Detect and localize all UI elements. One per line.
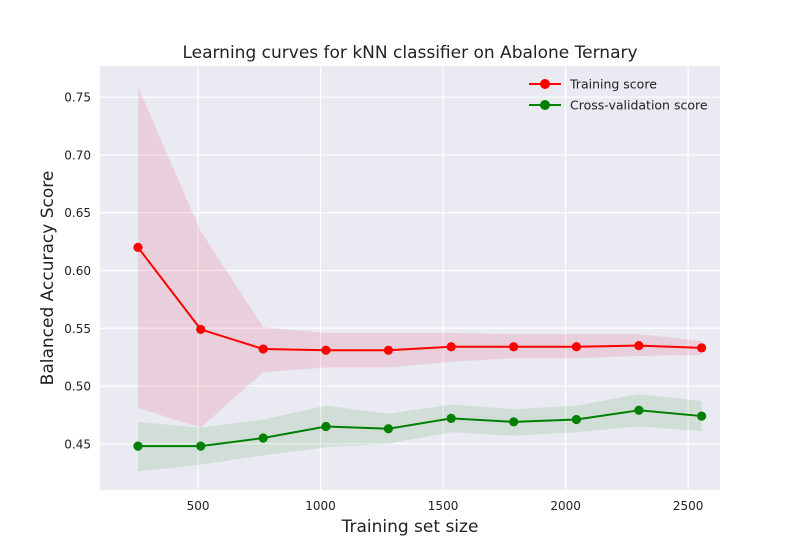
legend-marker-training xyxy=(540,79,550,89)
data-point-cross-validation xyxy=(321,421,331,432)
x-tick-label: 500 xyxy=(187,499,210,513)
data-point-training xyxy=(133,242,143,252)
data-point-training xyxy=(446,342,456,352)
x-axis-label: Training set size xyxy=(341,517,479,537)
series-points xyxy=(133,242,707,451)
data-point-training xyxy=(258,344,268,354)
data-point-training xyxy=(383,345,394,355)
confidence-bands xyxy=(137,86,702,472)
data-point-training xyxy=(571,342,581,352)
y-tick-label: 0.65 xyxy=(64,206,91,220)
data-point-training xyxy=(196,324,206,335)
data-point-training xyxy=(697,343,707,353)
data-point-cross-validation xyxy=(509,417,519,427)
data-point-cross-validation xyxy=(571,414,581,425)
y-tick-label: 0.70 xyxy=(64,148,91,162)
legend: Training score Cross-validation score xyxy=(529,77,708,113)
x-tick-labels: 500 1000 1500 2000 2500 xyxy=(187,499,704,513)
series-lines xyxy=(137,246,702,448)
y-tick-label: 0.55 xyxy=(64,322,91,336)
y-tick-label: 0.45 xyxy=(64,437,91,451)
x-tick-label: 2500 xyxy=(673,499,704,513)
data-point-training xyxy=(321,345,331,355)
confidence-band-cross-validation xyxy=(137,394,702,472)
series-line-training xyxy=(137,246,702,352)
x-tick-label: 1000 xyxy=(305,499,336,513)
data-point-cross-validation xyxy=(634,405,644,415)
data-point-cross-validation xyxy=(258,433,268,443)
series-line-cross-validation xyxy=(137,409,702,448)
data-point-training xyxy=(634,340,644,351)
x-tick-label: 2000 xyxy=(550,499,581,513)
legend-label-cross-validation: Cross-validation score xyxy=(570,98,708,113)
y-axis-label: Balanced Accuracy Score xyxy=(38,171,58,386)
confidence-band-training xyxy=(137,86,702,428)
plot-area xyxy=(100,66,720,490)
y-tick-label: 0.60 xyxy=(64,264,91,278)
data-point-cross-validation xyxy=(133,441,143,451)
data-point-cross-validation xyxy=(196,441,206,451)
data-point-cross-validation xyxy=(697,411,707,421)
data-point-cross-validation xyxy=(383,424,394,434)
x-tick-label: 1500 xyxy=(428,499,459,513)
y-tick-label: 0.75 xyxy=(64,91,91,105)
data-point-training xyxy=(509,342,519,352)
data-point-cross-validation xyxy=(446,413,456,423)
legend-marker-cross-validation xyxy=(540,100,550,110)
chart-title: Learning curves for kNN classifier on Ab… xyxy=(182,43,637,63)
y-tick-label: 0.50 xyxy=(64,380,91,394)
legend-label-training: Training score xyxy=(569,77,657,92)
y-tick-labels: 0.45 0.50 0.55 0.60 0.65 0.70 0.75 xyxy=(64,91,91,452)
